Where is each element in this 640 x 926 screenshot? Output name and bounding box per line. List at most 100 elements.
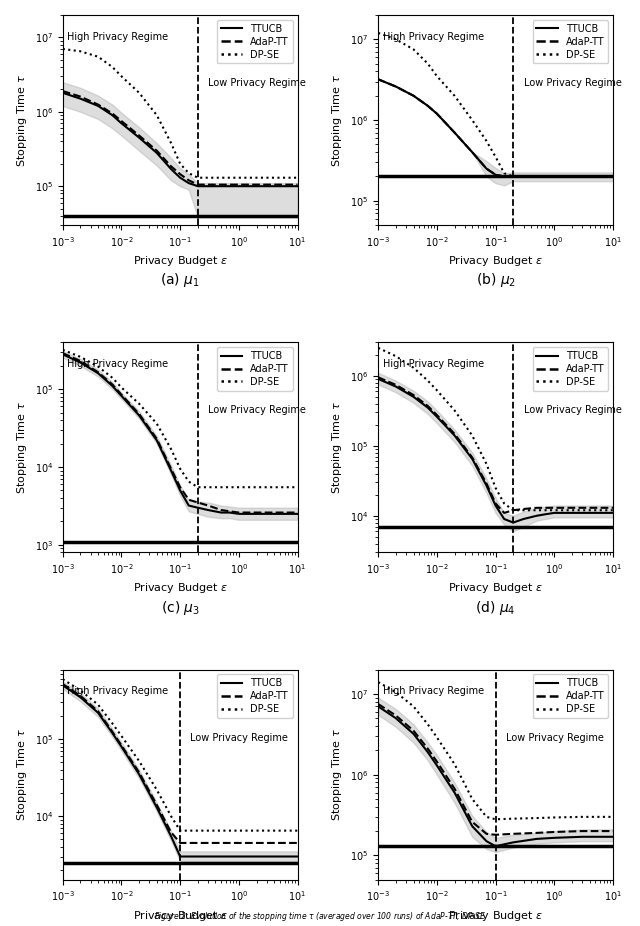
DP-SE (483, 458, 490, 469)
TTUCB (94, 100, 102, 111)
AdaP-TT (550, 502, 558, 513)
TTUCB (153, 802, 161, 813)
AdaP-TT (609, 826, 617, 837)
DP-SE (532, 505, 540, 516)
TTUCB (77, 357, 84, 368)
DP-SE (94, 699, 102, 710)
DP-SE (167, 810, 175, 821)
DP-SE (294, 825, 301, 836)
DP-SE (433, 732, 441, 743)
AdaP-TT (167, 463, 175, 474)
DP-SE (218, 172, 225, 183)
DP-SE (509, 813, 517, 824)
TTUCB (94, 707, 102, 719)
DP-SE (433, 384, 441, 395)
TTUCB (204, 505, 212, 516)
Y-axis label: Stopping Time $\tau$: Stopping Time $\tau$ (330, 401, 344, 494)
DP-SE (483, 135, 490, 146)
TTUCB (609, 171, 617, 182)
DP-SE (500, 498, 508, 509)
DP-SE (135, 398, 143, 409)
TTUCB (433, 411, 441, 422)
TTUCB (218, 851, 225, 862)
Text: High Privacy Regime: High Privacy Regime (383, 359, 484, 369)
AdaP-TT (118, 389, 125, 400)
AdaP-TT (94, 706, 102, 717)
DP-SE (167, 137, 175, 148)
TTUCB (226, 507, 234, 519)
TTUCB (235, 181, 243, 192)
Line: DP-SE: DP-SE (63, 680, 298, 831)
DP-SE (176, 463, 184, 474)
Text: Low Privacy Regime: Low Privacy Regime (524, 78, 621, 88)
AdaP-TT (433, 409, 441, 420)
X-axis label: Privacy Budget $\varepsilon$: Privacy Budget $\varepsilon$ (132, 908, 228, 923)
TTUCB (167, 831, 175, 842)
AdaP-TT (392, 380, 400, 391)
DP-SE (532, 812, 540, 823)
AdaP-TT (532, 171, 540, 182)
AdaP-TT (59, 85, 67, 96)
AdaP-TT (235, 507, 243, 519)
TTUCB (509, 171, 517, 182)
TTUCB (483, 480, 490, 491)
TTUCB (492, 169, 499, 181)
AdaP-TT (235, 837, 243, 848)
DP-SE (410, 362, 417, 373)
AdaP-TT (218, 505, 225, 516)
AdaP-TT (520, 171, 527, 182)
TTUCB (500, 513, 508, 524)
AdaP-TT (579, 826, 586, 837)
AdaP-TT (167, 161, 175, 172)
TTUCB (451, 127, 458, 138)
AdaP-TT (451, 127, 458, 138)
DP-SE (77, 45, 84, 56)
AdaP-TT (483, 828, 490, 839)
TTUCB (218, 507, 225, 519)
X-axis label: Privacy Budget $\varepsilon$: Privacy Budget $\varepsilon$ (132, 582, 228, 595)
DP-SE (294, 172, 301, 183)
DP-SE (520, 171, 527, 182)
AdaP-TT (374, 371, 382, 382)
TTUCB (194, 181, 202, 192)
TTUCB (410, 392, 417, 403)
Line: DP-SE: DP-SE (378, 33, 613, 177)
TTUCB (294, 851, 301, 862)
TTUCB (433, 760, 441, 771)
Line: AdaP-TT: AdaP-TT (378, 704, 613, 834)
TTUCB (374, 373, 382, 384)
Text: (a) $\mu_1$: (a) $\mu_1$ (160, 271, 200, 289)
AdaP-TT (468, 452, 476, 463)
TTUCB (263, 851, 271, 862)
TTUCB (167, 465, 175, 476)
TTUCB (374, 701, 382, 712)
TTUCB (118, 741, 125, 752)
TTUCB (135, 410, 143, 421)
DP-SE (109, 718, 116, 729)
DP-SE (492, 151, 499, 162)
TTUCB (532, 510, 540, 521)
DP-SE (118, 382, 125, 393)
TTUCB (59, 680, 67, 691)
DP-SE (609, 505, 617, 516)
DP-SE (218, 482, 225, 493)
AdaP-TT (392, 81, 400, 92)
DP-SE (135, 756, 143, 767)
AdaP-TT (59, 679, 67, 690)
DP-SE (392, 33, 400, 44)
TTUCB (185, 500, 193, 511)
TTUCB (204, 181, 212, 192)
AdaP-TT (185, 494, 193, 506)
TTUCB (509, 837, 517, 848)
DP-SE (218, 825, 225, 836)
Line: TTUCB: TTUCB (378, 379, 613, 522)
AdaP-TT (185, 175, 193, 186)
DP-SE (550, 812, 558, 823)
DP-SE (153, 419, 161, 430)
TTUCB (135, 132, 143, 144)
TTUCB (109, 381, 116, 392)
AdaP-TT (520, 504, 527, 515)
AdaP-TT (424, 100, 431, 111)
DP-SE (77, 351, 84, 362)
DP-SE (94, 361, 102, 372)
